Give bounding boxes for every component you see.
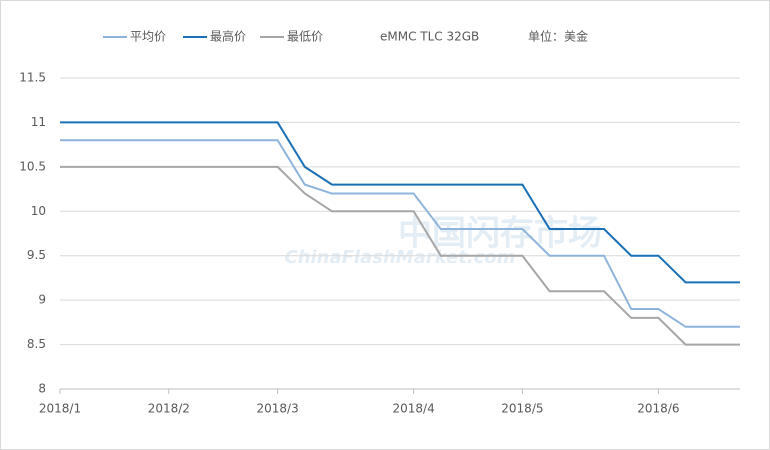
y-tick-label: 8.5 [27,337,46,351]
annotation: 单位：美金 [528,29,588,44]
y-tick-label: 8 [38,382,46,396]
legend-label: 最低价 [287,30,323,44]
x-tick-label: 2018/2 [148,402,190,416]
x-tick-label: 2018/1 [39,402,81,416]
watermark: 中国闪存市场 [398,214,602,254]
line-series [60,121,740,284]
watermark: ChinaFlashMarket.com [284,247,515,268]
line-series [60,165,740,346]
legend-label: 最高价 [210,29,246,44]
x-tick-label: 2018/6 [637,402,679,416]
x-tick-label: 2018/3 [256,402,298,416]
legend: 平均价 最高价 最低价 [103,29,323,44]
y-tick-label: 10 [31,204,46,218]
y-tick-label: 10.5 [19,159,46,173]
legend-label: 平均价 [130,30,166,44]
x-tick-label: 2018/4 [392,402,434,416]
annotation: eMMC TLC 32GB [380,30,479,44]
y-tick-label: 9.5 [27,248,46,262]
y-tick-label: 9 [38,293,46,307]
x-tick-label: 2018/5 [501,402,543,416]
line-series [60,139,740,328]
y-tick-label: 11 [31,115,46,129]
y-tick-label: 11.5 [19,71,46,85]
